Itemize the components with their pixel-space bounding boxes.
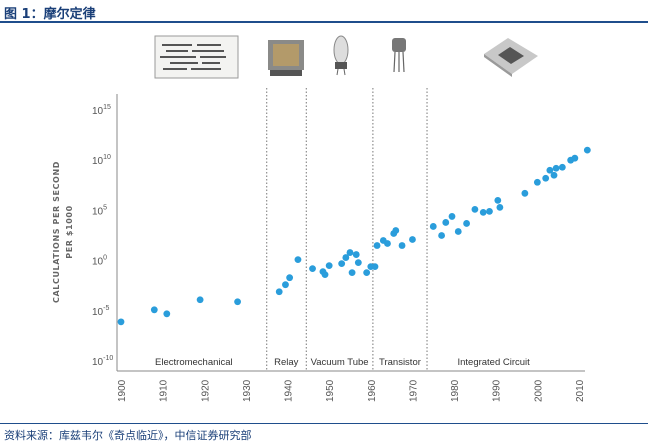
data-point <box>552 164 560 172</box>
source-rule <box>0 423 648 424</box>
data-point <box>384 240 391 247</box>
data-point <box>471 205 479 213</box>
data-point <box>521 189 529 197</box>
era-label: Electromechanical <box>155 357 233 368</box>
data-point <box>309 265 316 273</box>
y-tick-label: 105 <box>92 204 107 217</box>
era-label: Integrated Circuit <box>457 357 530 368</box>
era-label: Transistor <box>379 357 421 368</box>
data-point <box>348 269 356 277</box>
data-point <box>583 146 591 154</box>
figure-title: 图 1：摩尔定律 <box>4 7 96 22</box>
x-tick-label: 1910 <box>159 379 170 402</box>
data-point <box>325 262 333 270</box>
x-tick-label: 1950 <box>325 379 336 402</box>
data-point <box>373 242 381 249</box>
data-point <box>150 306 158 314</box>
data-point <box>163 310 171 318</box>
data-point <box>429 223 437 230</box>
data-point <box>486 208 493 215</box>
data-point <box>392 227 400 234</box>
data-point <box>196 296 204 304</box>
data-point <box>371 263 379 271</box>
x-tick-label: 1920 <box>200 379 211 402</box>
data-point <box>438 232 445 239</box>
data-point <box>546 166 554 174</box>
integrated-circuit-illustration <box>484 38 538 77</box>
y-tick-label: 10-10 <box>92 355 113 368</box>
era-label: Relay <box>274 357 299 368</box>
y-tick-label: 100 <box>92 255 107 268</box>
data-point <box>454 228 462 235</box>
y-axis-title: CALCULATIONS PER SECOND PER $1000 <box>52 161 74 303</box>
title-rule <box>0 21 648 23</box>
data-point <box>363 269 371 277</box>
data-point <box>558 163 566 171</box>
data-point <box>463 220 470 227</box>
x-tick-label: 1970 <box>408 379 419 402</box>
y-tick-label: 10-5 <box>92 305 109 318</box>
data-point <box>321 271 329 279</box>
data-point <box>117 318 125 326</box>
x-tick-label: 1930 <box>242 379 253 402</box>
y-axis-title-line: CALCULATIONS PER SECOND <box>52 161 61 303</box>
data-point <box>494 196 502 204</box>
x-tick-label: 1980 <box>450 379 461 402</box>
transistor-illustration <box>392 38 406 73</box>
y-axis-title-line: PER $1000 <box>65 205 74 259</box>
x-tick-label: 1900 <box>117 379 128 402</box>
source-note: 资料来源：库兹韦尔《奇点临近》，中信证券研究部 <box>4 429 252 442</box>
punch-card-illustration <box>154 35 239 79</box>
data-point <box>342 254 350 261</box>
x-tick-label: 1990 <box>492 379 503 402</box>
data-point <box>338 260 346 268</box>
data-point <box>352 251 360 258</box>
x-tick-label: 1940 <box>284 379 295 402</box>
data-point <box>354 259 362 267</box>
era-label: Vacuum Tube <box>311 357 369 368</box>
data-point <box>442 219 450 226</box>
data-point <box>286 274 294 282</box>
data-point <box>448 213 456 220</box>
data-point <box>294 256 302 263</box>
data-point <box>346 249 354 256</box>
data-point <box>275 288 283 296</box>
x-tick-label: 1960 <box>367 379 378 402</box>
x-tick-label: 2010 <box>575 379 586 402</box>
data-point <box>234 298 241 306</box>
data-point <box>409 236 416 243</box>
data-point <box>282 281 289 289</box>
data-point <box>479 209 487 216</box>
relay-illustration <box>268 40 304 76</box>
data-point <box>533 178 541 186</box>
x-tick-label: 2000 <box>533 379 544 402</box>
data-point <box>496 203 504 211</box>
data-point <box>398 242 406 249</box>
data-point <box>571 154 579 162</box>
data-point <box>550 171 558 179</box>
y-tick-label: 1015 <box>92 104 111 117</box>
y-tick-label: 1010 <box>92 154 111 167</box>
vacuum-tube-illustration <box>333 35 349 76</box>
data-point <box>542 174 550 182</box>
